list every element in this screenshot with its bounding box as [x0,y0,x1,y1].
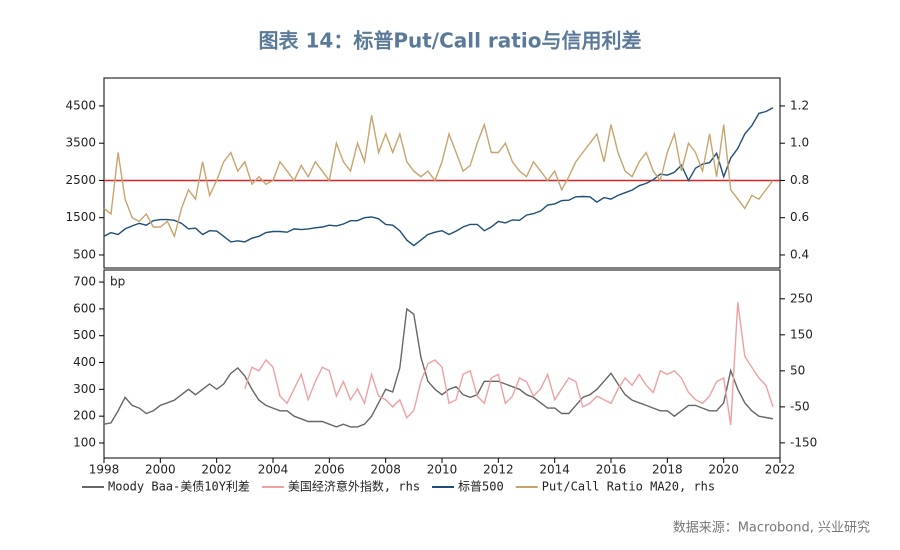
chart-title: 图表 14：标普Put/Call ratio与信用利差 [259,29,642,53]
plot-frame [103,77,781,269]
series-line [103,107,774,247]
x-tick-label: 2018 [652,463,683,477]
y-tick-label: 2500 [65,173,96,187]
y-tick-label: 400 [73,355,96,369]
legend-label: 美国经济意外指数, rhs [288,479,420,494]
y2-tick-label: 50 [790,363,805,377]
legend-label: Moody Baa-美债10Y利差 [108,480,250,494]
y2-tick-label: 1.2 [790,98,809,112]
x-tick-label: 2020 [708,463,739,477]
series-line [103,307,774,428]
y-tick-label: 4500 [65,98,96,112]
y-tick-label: 500 [73,247,96,261]
x-tick-label: 2000 [145,463,176,477]
y-tick-label: 3500 [65,136,96,150]
x-tick-label: 2002 [201,463,232,477]
x-tick-label: 2014 [539,463,570,477]
x-tick-label: 2012 [483,463,514,477]
x-tick-label: 2006 [314,463,345,477]
unit-label: bp [110,275,125,289]
x-tick-label: 2016 [596,463,627,477]
x-tick-label: 2010 [427,463,458,477]
y2-tick-label: 0.6 [790,210,809,224]
plot-frame [103,269,781,459]
y-tick-label: 600 [73,301,96,315]
x-tick-label: 2004 [258,463,289,477]
y-tick-label: 1500 [65,210,96,224]
y2-tick-label: 0.4 [790,247,809,261]
y-tick-label: 100 [73,435,96,449]
y2-tick-label: -150 [790,435,817,449]
y-tick-label: 500 [73,328,96,342]
x-tick-label: 2022 [765,463,796,477]
x-tick-label: 1998 [89,463,120,477]
series-line [103,115,774,239]
x-tick-label: 2008 [370,463,401,477]
y-tick-label: 200 [73,409,96,423]
y2-tick-label: 250 [790,291,813,305]
legend-label: 标普500 [458,480,504,494]
y2-tick-label: -50 [790,399,810,413]
y-tick-label: 700 [73,275,96,289]
y2-tick-label: 0.8 [790,173,809,187]
y-tick-label: 300 [73,382,96,396]
legend-label: Put/Call Ratio MA20, rhs [542,480,715,494]
source: 数据来源：Macrobond, 兴业研究 [673,521,870,536]
y2-tick-label: 150 [790,327,813,341]
y2-tick-label: 1.0 [790,136,809,150]
series-line [244,302,774,426]
